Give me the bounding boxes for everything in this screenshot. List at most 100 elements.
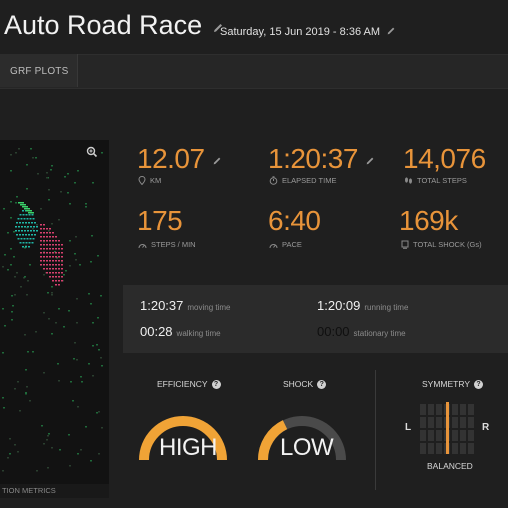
plot-dot — [14, 294, 16, 296]
plot-dot — [98, 453, 100, 455]
plot-dot — [32, 238, 35, 240]
plot-dot — [74, 182, 76, 184]
plot-dot — [90, 460, 92, 462]
plot-dot — [77, 453, 79, 455]
plot-dot — [56, 257, 58, 259]
plot-dot — [88, 293, 90, 295]
plot-dot — [43, 224, 45, 226]
plot-dot — [49, 256, 51, 258]
plot-dot — [13, 256, 15, 258]
plot-dot — [47, 467, 49, 469]
plot-dot — [27, 351, 29, 353]
plot-dot — [46, 236, 48, 238]
plot-dot — [16, 222, 18, 224]
plot-dot — [46, 172, 48, 174]
plot-dot — [92, 322, 94, 324]
plot-dot — [51, 333, 53, 335]
plot-dot — [55, 244, 57, 246]
plot-dot — [26, 188, 28, 190]
plot-dot — [15, 152, 17, 154]
plot-dot — [33, 230, 35, 232]
plot-dot — [19, 242, 22, 244]
plot-dot — [47, 435, 49, 437]
shock-heading: SHOCK ? — [283, 379, 327, 389]
plot-dot — [40, 260, 42, 262]
plot-dot — [92, 375, 94, 377]
plot-dot — [14, 276, 16, 278]
plot-dot — [60, 191, 62, 193]
plot-dot — [28, 212, 34, 214]
total-shock-label-text: TOTAL SHOCK (Gs) — [413, 240, 482, 249]
pace-value: 6:40 — [268, 205, 321, 236]
plot-dot — [34, 234, 36, 236]
elapsed-time-label: ELAPSED TIME — [269, 176, 336, 185]
edit-elapsed-time-icon[interactable] — [365, 156, 375, 166]
plot-dot — [61, 268, 63, 270]
plot-dot — [81, 381, 83, 383]
plot-dot — [46, 177, 48, 179]
symmetry-cell — [436, 404, 442, 415]
total-shock-value: 169k — [399, 205, 458, 236]
plot-dot — [3, 407, 5, 409]
plot-dot — [25, 242, 28, 244]
plot-dot — [2, 470, 4, 472]
plot-dot — [76, 322, 78, 324]
plot-dot — [14, 388, 16, 390]
plot-dot — [19, 222, 21, 224]
plot-dot — [26, 294, 28, 296]
plot-dot — [61, 276, 63, 278]
race-date: Saturday, 15 Jun 2019 - 8:36 AM — [220, 26, 396, 38]
tab-grf-plots[interactable] — [0, 54, 78, 87]
plot-dot — [61, 261, 63, 263]
grf-plot-panel[interactable] — [0, 140, 109, 496]
zoom-in-icon[interactable] — [86, 146, 98, 158]
plot-dot — [43, 274, 45, 276]
edit-title-icon[interactable] — [212, 22, 224, 34]
plot-dot — [58, 272, 60, 274]
plot-dot — [46, 264, 48, 266]
plot-dot — [49, 260, 51, 262]
stationary-time: 00:00 stationary time — [317, 324, 406, 339]
plot-dot — [61, 244, 63, 246]
plot-dot — [67, 173, 69, 175]
plot-dot — [68, 310, 70, 312]
plot-dot — [49, 252, 51, 254]
plot-dot — [47, 292, 49, 294]
help-icon[interactable]: ? — [317, 379, 327, 389]
gauge-icon — [269, 243, 278, 248]
symmetry-right-label: R — [482, 422, 490, 433]
plot-dot — [26, 238, 29, 240]
plot-dot — [37, 173, 39, 175]
plot-dot — [58, 284, 60, 286]
symmetry-cell — [468, 417, 474, 428]
plot-dot — [55, 252, 57, 254]
plot-dot — [31, 234, 33, 236]
plot-dot — [55, 272, 57, 274]
plot-dot — [58, 260, 60, 262]
plot-dot — [55, 248, 57, 250]
plot-dot — [49, 276, 51, 278]
plot-dot — [51, 165, 53, 167]
steps-per-min-label: STEPS / MIN — [138, 240, 196, 249]
shock-value: LOW — [280, 434, 334, 461]
shock-gauge — [257, 416, 346, 461]
help-icon[interactable]: ? — [211, 379, 221, 389]
plot-dot — [57, 363, 59, 365]
plot-dot — [58, 256, 60, 258]
plot-dot — [32, 218, 35, 220]
plot-dot — [70, 381, 72, 383]
edit-distance-icon[interactable] — [212, 156, 222, 166]
plot-dot — [97, 255, 99, 257]
plot-dot — [22, 222, 24, 224]
plot-dot — [46, 439, 48, 441]
plot-dot — [31, 242, 34, 244]
edit-date-icon[interactable] — [386, 26, 396, 36]
help-icon[interactable]: ? — [474, 379, 484, 389]
plot-dot — [46, 244, 48, 246]
plot-dot — [17, 451, 19, 453]
plot-dot — [46, 256, 48, 258]
plot-dot — [58, 248, 60, 250]
pace-label: PACE — [269, 240, 302, 249]
plot-dot — [76, 298, 78, 300]
plot-dot — [51, 286, 53, 288]
